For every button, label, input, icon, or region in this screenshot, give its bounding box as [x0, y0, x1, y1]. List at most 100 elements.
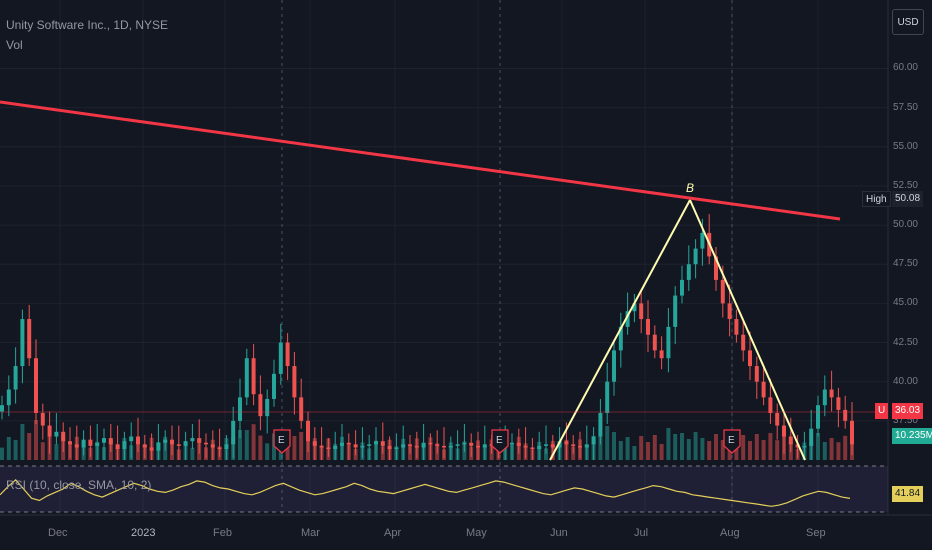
volume-bar: [612, 432, 616, 460]
candle-body: [550, 444, 555, 448]
price-axis-tick: 37.50: [892, 414, 918, 426]
candle-body: [408, 444, 412, 446]
candle-body: [265, 398, 270, 417]
earnings-marker-shape: [491, 429, 509, 454]
high-value-tag: 50.08: [892, 191, 924, 207]
volume-bar: [816, 433, 820, 460]
candle-body: [394, 447, 399, 450]
candle-body: [829, 389, 834, 398]
volume-bar: [27, 433, 32, 460]
volume-bar: [646, 442, 650, 460]
candle-body: [788, 436, 793, 445]
pattern-line-up: [549, 199, 691, 461]
earnings-marker-text: E: [728, 435, 735, 446]
currency-button[interactable]: USD: [892, 9, 924, 35]
candle-body: [20, 319, 25, 367]
candle-body: [6, 389, 11, 406]
volume-bar: [720, 440, 725, 460]
candle-body: [469, 442, 474, 446]
candle-body: [47, 425, 52, 437]
candle-body: [564, 441, 569, 445]
candle-body: [136, 436, 140, 445]
volume-bar: [13, 440, 18, 460]
candle-body: [700, 232, 705, 249]
price-axis-tick: 40.00: [892, 375, 918, 387]
candle-body: [530, 447, 535, 450]
candle-body: [34, 358, 38, 414]
volume-value-tag: 10.235M: [892, 428, 932, 444]
candle-body: [285, 342, 290, 367]
volume-bar: [190, 447, 195, 460]
volume-bar: [258, 435, 263, 460]
volume-label: Vol: [6, 38, 23, 52]
candle-body: [537, 445, 542, 450]
volume-bar: [299, 432, 304, 460]
volume-bar: [652, 435, 657, 460]
candle-body: [557, 441, 562, 448]
volume-bar: [659, 444, 664, 460]
candle-body: [462, 442, 467, 445]
candle-body: [666, 326, 671, 359]
volume-bar: [754, 434, 759, 460]
grid: [0, 0, 932, 516]
candle-body: [639, 303, 644, 320]
candle-body: [523, 445, 528, 448]
candle-body: [612, 350, 616, 382]
candle-body: [299, 397, 304, 421]
rsi-line: [0, 478, 851, 507]
earnings-marker: E: [723, 429, 741, 454]
candle-body: [809, 428, 814, 446]
high-label-tag: High: [862, 191, 891, 207]
volume-bar: [292, 436, 297, 460]
candle-body: [802, 445, 807, 448]
candle-body: [88, 439, 93, 446]
candle-body: [81, 439, 86, 448]
earnings-marker: E: [273, 429, 291, 454]
candle-body: [605, 381, 610, 414]
candle-body: [782, 425, 786, 437]
price-axis-tick: 60.00: [892, 62, 918, 74]
volume-bar: [20, 424, 25, 460]
resistance-trendline: [0, 100, 841, 221]
candle-body: [768, 397, 773, 414]
volume-bar: [734, 442, 739, 460]
candle-body: [414, 445, 419, 448]
time-axis-label: Apr: [384, 527, 402, 539]
candle-body: [714, 256, 718, 280]
candle-body: [578, 445, 582, 448]
candle-body: [387, 445, 392, 450]
candle-body: [13, 366, 18, 390]
candle-body: [292, 366, 297, 398]
price-axis-tick: 57.50: [892, 101, 918, 113]
candle-body: [183, 441, 188, 446]
earnings-marker-shape: [273, 429, 291, 454]
candle-body: [680, 279, 684, 296]
candle-body: [170, 439, 174, 445]
candle-body: [761, 381, 766, 398]
candle-body: [346, 442, 351, 445]
volume-bar: [768, 433, 773, 460]
candle-body: [850, 420, 854, 445]
volume-bar: [6, 437, 11, 460]
candle-body: [210, 444, 215, 448]
candle-body: [353, 444, 358, 448]
candle-body: [741, 334, 746, 351]
volume-bar: [251, 424, 256, 460]
volume-bar: [265, 443, 270, 460]
candle-body: [190, 438, 195, 442]
earnings-marker-shape: [723, 429, 741, 454]
candle-body: [238, 397, 242, 421]
drawing-overlays: B E E E: [0, 100, 888, 461]
candle-body: [217, 447, 222, 450]
candle-body: [421, 442, 426, 448]
candle-body: [591, 436, 596, 445]
candle-body: [843, 409, 848, 421]
time-axis-label: May: [466, 527, 487, 539]
candle-body: [625, 311, 630, 327]
time-axis-label: Sep: [806, 527, 826, 539]
candle-body: [632, 303, 637, 312]
earnings-marker: E: [491, 429, 509, 454]
candle-body: [95, 442, 100, 446]
candle-body: [272, 373, 276, 399]
